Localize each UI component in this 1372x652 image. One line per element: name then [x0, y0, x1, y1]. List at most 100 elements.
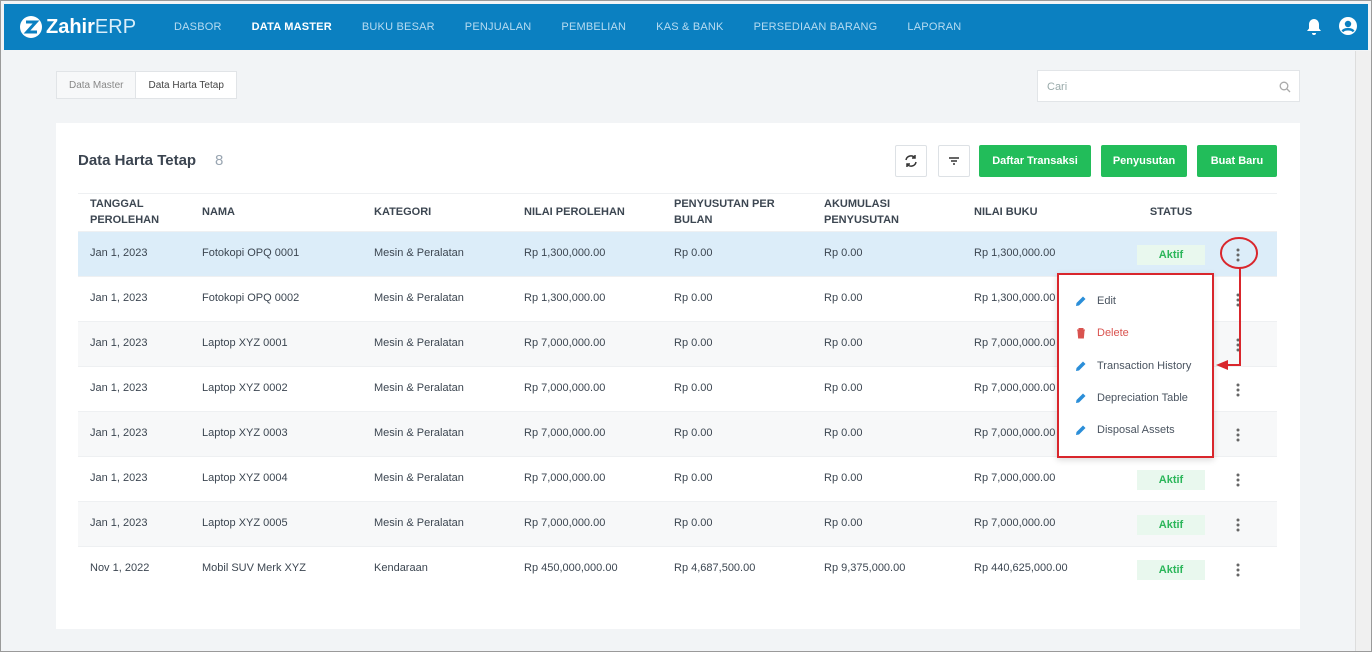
table-cell: Rp 7,000,000.00 — [974, 472, 1056, 484]
table-cell: Rp 0.00 — [824, 247, 863, 259]
table-cell: Kendaraan — [374, 562, 428, 574]
row-menu-button[interactable] — [1233, 516, 1243, 534]
table-cell: Rp 0.00 — [824, 517, 863, 529]
nav-item[interactable]: PERSEDIAAN BARANG — [753, 21, 878, 33]
table-cell: Jan 1, 2023 — [90, 382, 148, 394]
table-header-border — [78, 193, 1277, 194]
nav-item[interactable]: DASBOR — [174, 21, 222, 33]
table-cell: Rp 7,000,000.00 — [524, 427, 606, 439]
search-input[interactable]: Cari — [1037, 70, 1300, 102]
table-cell: Rp 0.00 — [674, 472, 713, 484]
menu-item[interactable]: Transaction History — [1075, 360, 1191, 372]
column-header: PENYUSUTAN PER BULAN — [674, 198, 775, 226]
table-cell: Laptop XYZ 0002 — [202, 382, 288, 394]
table-cell: Jan 1, 2023 — [90, 247, 148, 259]
scrollbar[interactable] — [1355, 51, 1371, 651]
nav-item[interactable]: PENJUALAN — [464, 21, 532, 33]
menu-icon — [1076, 393, 1086, 403]
table-cell: Fotokopi OPQ 0001 — [202, 247, 300, 259]
table-row[interactable]: Jan 1, 2023 Laptop XYZ 0004 Mesin & Perala… — [78, 456, 1277, 501]
row-menu-button[interactable] — [1233, 291, 1243, 309]
table-cell: Jan 1, 2023 — [90, 427, 148, 439]
row-menu-button[interactable] — [1233, 471, 1243, 489]
logo — [20, 16, 42, 38]
nav-item[interactable]: LAPORAN — [907, 21, 962, 33]
row-menu-button[interactable] — [1233, 336, 1243, 354]
column-header: TANGGAL PEROLEHAN — [90, 198, 160, 226]
table-cell: Rp 0.00 — [674, 517, 713, 529]
table-row[interactable]: Jan 1, 2023 Fotokopi OPQ 0001 Mesin & Pera… — [78, 231, 1277, 276]
breadcrumb: Data Master Data Harta Tetap — [56, 71, 237, 99]
column-header: NAMA — [202, 206, 235, 218]
table-cell: Mesin & Peralatan — [374, 247, 464, 259]
menu-item[interactable]: Disposal Assets — [1075, 424, 1175, 436]
action-button[interactable]: Buat Baru — [1197, 145, 1277, 177]
table-cell: Rp 0.00 — [824, 382, 863, 394]
table-cell: Rp 0.00 — [674, 427, 713, 439]
menu-item[interactable]: Delete — [1075, 327, 1129, 339]
action-button[interactable]: Daftar Transaksi — [979, 145, 1091, 177]
nav-item[interactable]: BUKU BESAR — [361, 21, 435, 33]
menu-icon — [1076, 296, 1086, 306]
menu-item[interactable]: Edit — [1075, 295, 1116, 307]
table-row[interactable]: Jan 1, 2023 Laptop XYZ 0005 Mesin & Perala… — [78, 501, 1277, 546]
table-cell: Rp 440,625,000.00 — [974, 562, 1068, 574]
table-cell: Jan 1, 2023 — [90, 337, 148, 349]
table-cell: Rp 7,000,000.00 — [974, 517, 1056, 529]
filter-button[interactable] — [938, 145, 970, 177]
table-cell: Rp 9,375,000.00 — [824, 562, 906, 574]
brand: ZahirERP — [46, 16, 136, 39]
column-header: NILAI BUKU — [974, 206, 1038, 218]
breadcrumb-item: Data Harta Tetap — [136, 71, 237, 99]
menu-icon — [1076, 425, 1086, 436]
page-title: Data Harta Tetap — [78, 152, 197, 169]
column-header: AKUMULASI PENYUSUTAN — [824, 198, 899, 226]
table-cell: Jan 1, 2023 — [90, 472, 148, 484]
nav-item[interactable]: KAS & BANK — [656, 21, 724, 33]
nav-item[interactable]: DATA MASTER — [251, 21, 332, 33]
table-cell: Rp 7,000,000.00 — [524, 382, 606, 394]
menu-item[interactable]: Depreciation Table — [1075, 392, 1188, 404]
row-menu-button[interactable] — [1233, 246, 1243, 264]
menu-label: Depreciation Table — [1097, 391, 1188, 404]
column-header: STATUS — [1149, 206, 1193, 218]
table-cell: Rp 0.00 — [674, 292, 713, 304]
table-cell: Mobil SUV Merk XYZ — [202, 562, 306, 574]
table-cell: Jan 1, 2023 — [90, 517, 148, 529]
record-count: 8 — [215, 152, 224, 169]
row-menu-button[interactable] — [1233, 561, 1243, 579]
refresh-button[interactable] — [895, 145, 927, 177]
table-cell: Rp 1,300,000.00 — [524, 247, 606, 259]
row-menu-button[interactable] — [1233, 426, 1243, 444]
table-cell: Rp 0.00 — [674, 382, 713, 394]
brand-suffix: ERP — [94, 16, 137, 38]
table-cell: Fotokopi OPQ 0002 — [202, 292, 300, 304]
table-cell: Rp 0.00 — [674, 337, 713, 349]
table-cell: Rp 450,000,000.00 — [524, 562, 618, 574]
table-cell: Rp 0.00 — [824, 337, 863, 349]
table-cell: Rp 0.00 — [674, 247, 713, 259]
table-cell: Nov 1, 2022 — [90, 562, 150, 574]
breadcrumb-item[interactable]: Data Master — [56, 71, 137, 99]
table-cell: Laptop XYZ 0001 — [202, 337, 288, 349]
table-cell: Rp 4,687,500.00 — [674, 562, 756, 574]
action-button[interactable]: Penyusutan — [1101, 145, 1187, 177]
table-cell: Jan 1, 2023 — [90, 292, 148, 304]
menu-icon — [1077, 328, 1085, 339]
status-badge: Aktif — [1137, 560, 1205, 580]
table-cell: Laptop XYZ 0003 — [202, 427, 288, 439]
table-cell: Rp 7,000,000.00 — [524, 472, 606, 484]
user-icon[interactable] — [1338, 16, 1358, 36]
table-cell: Rp 7,000,000.00 — [974, 337, 1056, 349]
context-menu: Edit Delete Transaction History Depreciatio… — [1057, 273, 1214, 458]
menu-label: Edit — [1097, 295, 1116, 307]
table-cell: Laptop XYZ 0004 — [202, 472, 288, 484]
table-cell: Laptop XYZ 0005 — [202, 517, 288, 529]
bell-icon[interactable] — [1304, 17, 1324, 37]
filter-icon — [949, 157, 959, 165]
status-badge: Aktif — [1137, 245, 1205, 265]
nav-item[interactable]: PEMBELIAN — [561, 21, 627, 33]
table-row[interactable]: Nov 1, 2022 Mobil SUV Merk XYZ Kendaraan Rp… — [78, 546, 1277, 591]
table-cell: Mesin & Peralatan — [374, 382, 464, 394]
row-menu-button[interactable] — [1233, 381, 1243, 399]
